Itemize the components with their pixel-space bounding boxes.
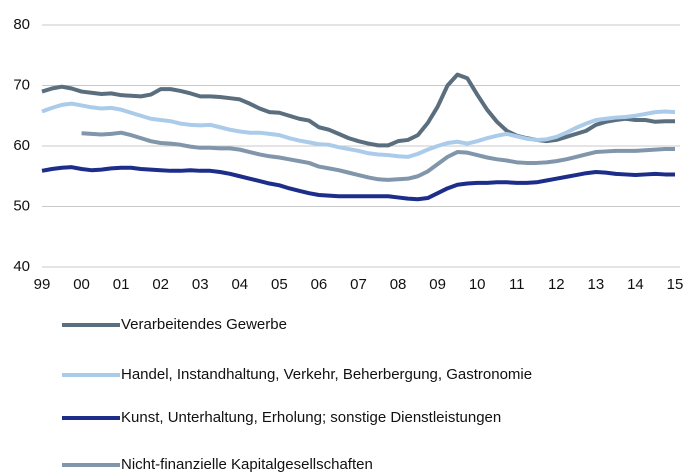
x-tick-label: 05: [271, 276, 288, 293]
legend-label: Kunst, Unterhaltung, Erholung; sonstige …: [121, 409, 501, 426]
x-tick-label: 99: [34, 276, 51, 293]
x-tick-label: 01: [113, 276, 130, 293]
x-tick-label: 08: [390, 276, 407, 293]
x-tick-label: 13: [588, 276, 605, 293]
y-tick-label: 70: [13, 76, 30, 93]
legend-label: Verarbeitendes Gewerbe: [121, 316, 287, 333]
x-tick-label: 09: [429, 276, 446, 293]
y-tick-label: 60: [13, 137, 30, 154]
series-line: [41, 101, 676, 159]
x-tick-label: 10: [469, 276, 486, 293]
x-tick-label: 07: [350, 276, 367, 293]
x-tick-label: 14: [627, 276, 644, 293]
legend-label: Handel, Instandhaltung, Verkehr, Beherbe…: [121, 366, 532, 383]
x-tick-label: 04: [231, 276, 248, 293]
x-tick-label: 00: [73, 276, 90, 293]
series-line: [41, 72, 675, 148]
y-tick-label: 50: [13, 197, 30, 214]
series-line: [41, 165, 675, 202]
x-tick-label: 15: [667, 276, 684, 293]
series-line: [81, 130, 675, 182]
y-tick-label: 40: [13, 258, 30, 275]
legend-label: Nicht-finanzielle Kapitalgesellschaften: [121, 456, 373, 473]
x-tick-label: 06: [311, 276, 328, 293]
x-tick-label: 12: [548, 276, 565, 293]
x-tick-label: 11: [509, 276, 525, 293]
y-tick-label: 80: [13, 16, 30, 33]
x-tick-label: 02: [152, 276, 169, 293]
x-tick-label: 03: [192, 276, 209, 293]
